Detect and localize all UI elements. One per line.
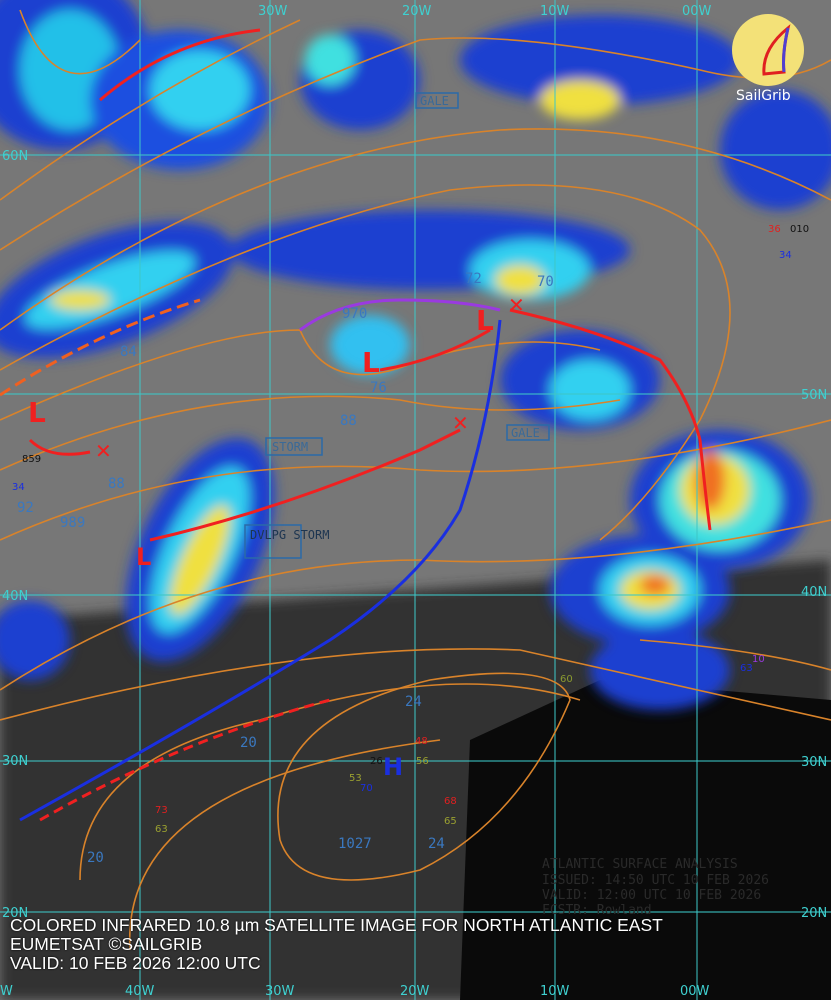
map-label: 60 [560, 674, 573, 685]
warning-labels: GALE STORM DVLPG STORM GALE [244, 92, 550, 559]
map-label: 50N [801, 388, 827, 403]
x-marker: ✕ [508, 293, 525, 317]
map-label: 30W [258, 4, 288, 19]
map-label: 20 [240, 735, 257, 751]
map-label: 73 [155, 805, 168, 816]
sail-icon [762, 24, 791, 76]
caption-source: EUMETSAT ©SAILGRIB [10, 934, 203, 954]
map-label: VALID: 12:00 UTC 10 FEB 2026 [542, 888, 761, 903]
map-label: 989 [60, 515, 85, 531]
cold-front [19, 319, 502, 822]
map-label: 60N [2, 149, 28, 164]
caption-valid-time: VALID: 10 FEB 2026 12:00 UTC [10, 953, 261, 973]
map-label: 30N [2, 754, 28, 769]
storm-track [149, 428, 461, 542]
map-label: 65 [444, 816, 457, 827]
map-label: 859 [22, 454, 41, 465]
map-label: 00W [680, 984, 710, 999]
map-label: 63 [155, 824, 168, 835]
map-label: FCSTR: Rowland [542, 903, 652, 918]
map-label: 84 [120, 344, 137, 360]
map-label: 92 [17, 500, 34, 516]
x-marker: ✕ [452, 411, 469, 435]
x-marker: ✕ [95, 439, 112, 463]
map-label: 36 [768, 224, 781, 235]
low-pressure-center: L [476, 304, 494, 337]
map-label: 63 [740, 663, 753, 674]
map-label: 20 [87, 850, 104, 866]
map-label: 20W [400, 984, 430, 999]
map-label: 88 [340, 413, 357, 429]
warm-front [509, 308, 712, 531]
map-label: 70 [360, 783, 373, 794]
low-pressure-center: L [362, 346, 380, 379]
pressure-centers: L L L L H ✕ ✕ ✕ [28, 293, 525, 781]
map-label: 00W [682, 4, 712, 19]
map-label: 53 [349, 773, 362, 784]
map-label: 88 [108, 476, 125, 492]
map-label: ATLANTIC SURFACE ANALYSIS [542, 857, 738, 872]
map-label: 72 [465, 271, 482, 287]
high-pressure-center: H [383, 753, 403, 781]
occluded-front [299, 298, 501, 332]
map-label: W [0, 984, 13, 999]
map-label: 30W [265, 984, 295, 999]
cloud-tops [0, 0, 831, 710]
map-label: 10W [540, 4, 570, 19]
map-label: 40W [125, 984, 155, 999]
map-label: 40N [801, 585, 827, 600]
weather-fronts [0, 28, 712, 822]
map-label: 20N [2, 906, 28, 921]
gale-warning: GALE [511, 426, 540, 440]
storm-warning: STORM [272, 440, 308, 454]
map-label: 20N [801, 906, 827, 921]
map-label: 68 [444, 796, 457, 807]
map-label: 10W [540, 984, 570, 999]
sailgrib-logo [732, 14, 804, 86]
low-pressure-center: L [136, 543, 151, 571]
background-bulletin: ATLANTIC SURFACE ANALYSIS ISSUED: 14:50 … [542, 857, 769, 918]
map-label: 10 [752, 654, 765, 665]
map-label: 56 [416, 756, 429, 767]
grid-labels: 30W 20W 10W 00W W 40W 30W 20W 10W 00W 60… [0, 4, 827, 999]
logo-text: SailGrib [736, 88, 791, 104]
map-label: 34 [779, 250, 792, 261]
map-label: 40N [2, 589, 28, 604]
map-label: 70 [537, 274, 554, 290]
map-label: 1027 [338, 836, 372, 852]
gale-warning: GALE [420, 94, 449, 108]
low-pressure-center: L [28, 396, 46, 429]
map-label: 24 [428, 836, 445, 852]
map-label: 010 [790, 224, 809, 235]
map-label: 30N [801, 755, 827, 770]
isobar-labels: 970 72 70 76 88 88 92 989 84 20 20 24 24… [17, 271, 554, 866]
image-caption: COLORED INFRARED 10.8 µm SATELLITE IMAGE… [10, 916, 663, 973]
map-label: 48 [415, 736, 428, 747]
map-label: ISSUED: 14:50 UTC 10 FEB 2026 [542, 873, 769, 888]
map-label: 76 [370, 380, 387, 396]
africa-landmass [460, 680, 831, 1000]
caption-title: COLORED INFRARED 10.8 µm SATELLITE IMAGE… [10, 915, 663, 935]
map-label: 34 [12, 482, 25, 493]
map-label: 20W [402, 4, 432, 19]
map-label: 24 [405, 694, 422, 710]
map-label: 26 [370, 756, 383, 767]
developing-storm-warning: DVLPG STORM [250, 528, 329, 542]
map-label: 970 [342, 306, 367, 322]
station-plots: 859 34 36 010 34 63 10 60 26 53 70 48 56… [12, 224, 809, 835]
